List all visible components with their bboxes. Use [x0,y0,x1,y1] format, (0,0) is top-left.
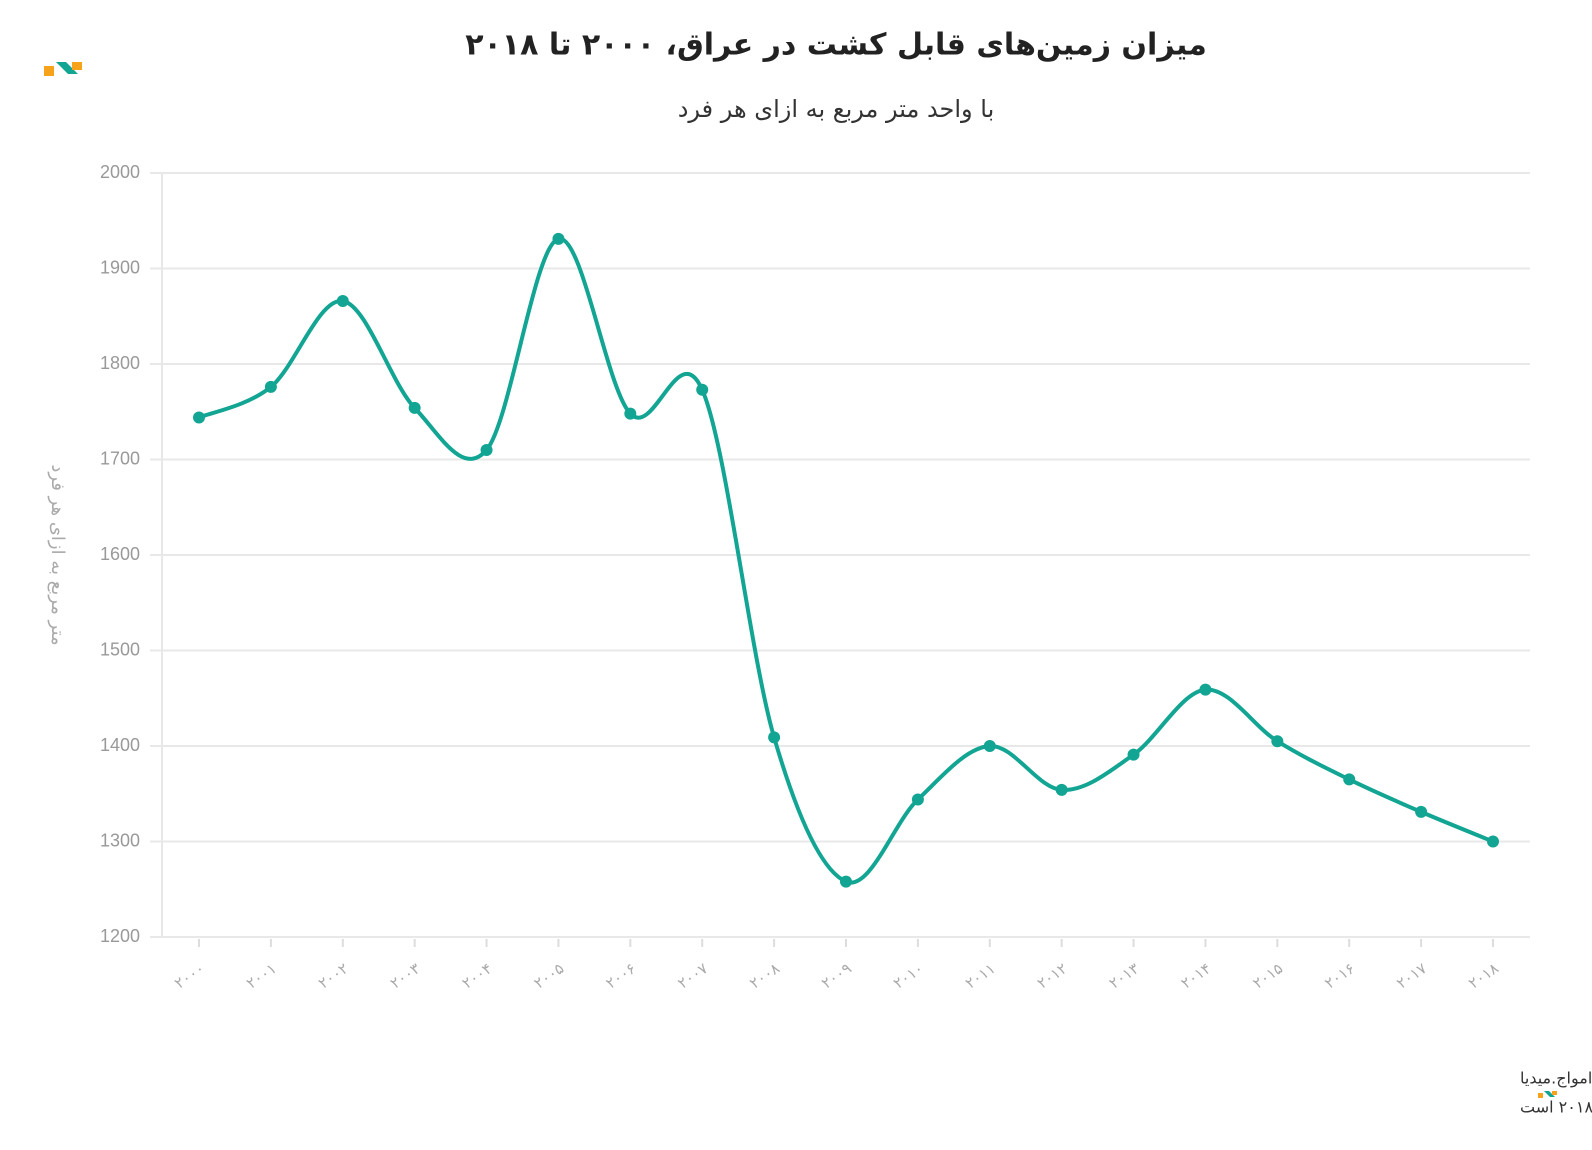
point [1343,773,1356,786]
chart-title: میزان زمین‌های قابل کشت در عراق، ۲۰۰۰ تا… [465,28,1207,63]
x-tick-label: ۲۰۱۲ [1034,959,1071,992]
logo [44,62,82,76]
point [1199,683,1212,696]
y-tick-label: 1300 [100,830,140,850]
x-tick-label: ۲۰۰۳ [387,959,424,992]
point [1487,835,1499,848]
point [983,740,996,752]
x-tick-label: ۲۰۱۵ [1249,959,1286,992]
chart-subtitle: با واحد متر مربع به ازای هر فرد [678,95,995,123]
x-tick-label: ۲۰۰۴ [459,959,496,992]
line [198,236,1494,885]
point [480,443,493,456]
x-tick-label: ۲۰۱۰ [890,959,927,992]
x-tick-label: ۲۰۱۳ [1106,959,1143,992]
point [624,407,637,420]
y-tick-label: 1800 [100,353,140,373]
x-tick-label: ۲۰۱۷ [1393,959,1430,992]
y-tick-label: 1900 [100,257,140,277]
x-tick-label: ۲۰۰۹ [818,959,855,992]
point [1415,805,1428,818]
point [336,294,349,307]
x-tick-label: ۲۰۰۰ [171,959,208,992]
x-tick-label: ۲۰۱۶ [1321,959,1358,992]
x-tick-label: ۲۰۱۸ [1465,959,1502,992]
y-tick-label: 2000 [100,162,140,182]
point [696,383,709,396]
y-tick-label: 1500 [100,639,140,659]
y-tick-label: 1200 [100,926,140,946]
point [768,731,781,744]
point [264,380,277,393]
point [1055,783,1068,796]
y-tick-label: 1400 [100,735,140,755]
x-tick-label: ۲۰۰۲ [315,959,352,992]
y-tick-label: 1600 [100,544,140,564]
x-tick-label: ۲۰۰۵ [531,959,568,992]
x-tick-label: ۲۰۱۱ [962,959,999,992]
x-tick-label: ۲۰۰۸ [746,959,783,992]
point [911,793,924,806]
point [840,875,852,888]
point [552,232,565,245]
point [193,411,205,424]
point [1127,748,1140,761]
y-axis-label: متر مربع به ازای هر فرد [47,464,68,645]
x-tick-label: ۲۰۰۷ [674,959,711,992]
y-tick-label: 1700 [100,448,140,468]
note: آخرین داده‌های موجود مربوط به سال ۲۰۱۸ ا… [1520,1098,1592,1118]
point [1271,735,1284,748]
x-tick-label: ۲۰۱۴ [1178,959,1215,992]
logo-small [1538,1091,1557,1098]
point [408,401,421,414]
x-tick-label: ۲۰۰۶ [602,959,639,992]
x-tick-label: ۲۰۰۱ [243,959,280,992]
source: منبع: بانک جهانی • تولیدشده توسط امواج.م… [1520,1069,1592,1089]
